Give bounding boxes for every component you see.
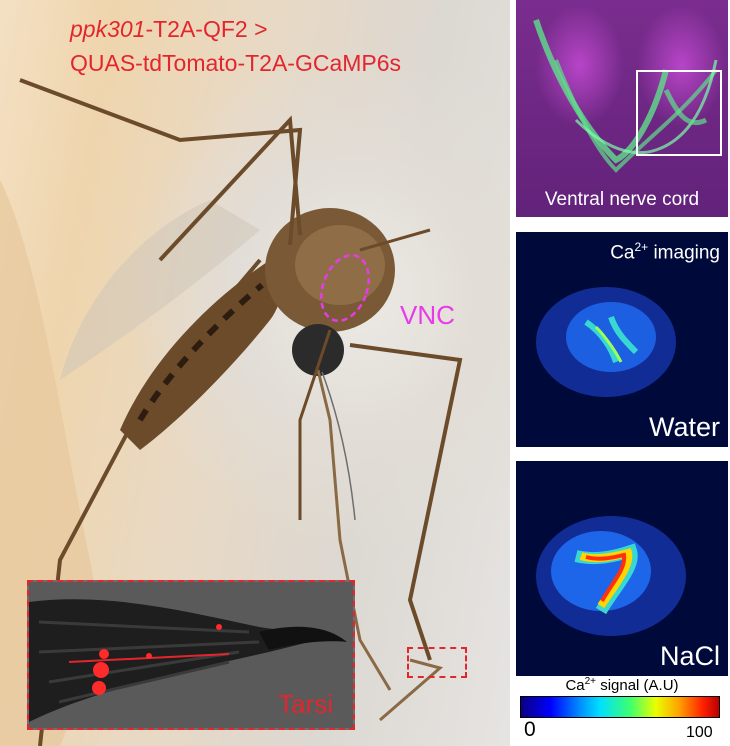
colorbar-title: Ca2+ signal (A.U)	[516, 676, 728, 694]
colorbar-title-prefix: Ca	[565, 677, 585, 694]
colorbar-max-label: 100	[686, 724, 713, 741]
ca-imaging-suffix: imaging	[648, 242, 720, 264]
water-heatmap	[536, 287, 676, 397]
water-label: Water	[648, 412, 720, 442]
ca-imaging-label: Ca2+ imaging	[610, 240, 720, 264]
genotype-construct: -T2A-QF2 >	[145, 16, 268, 42]
tarsi-inset: Tarsi	[27, 580, 355, 730]
tarsi-region-marker	[407, 647, 467, 678]
vnc-neuron-illustration	[533, 19, 718, 173]
mosquito-photo: ppk301-T2A-QF2 > QUAS-tdTomato-T2A-GCaMP…	[0, 0, 510, 746]
nacl-calcium-panel: NaCl	[516, 461, 728, 676]
colorbar-title-suffix: signal (A.U)	[596, 677, 679, 694]
genotype-gene: ppk301	[70, 16, 146, 42]
vnc-label: VNC	[400, 300, 455, 330]
tarsi-illustration	[29, 582, 353, 728]
vnc-image-panel: Ventral nerve cord	[516, 0, 728, 217]
nacl-label: NaCl	[659, 641, 720, 671]
genotype-label: ppk301-T2A-QF2 > QUAS-tdTomato-T2A-GCaMP…	[70, 12, 401, 80]
vnc-marker	[320, 253, 370, 323]
colorbar-min-label: 0	[524, 718, 536, 741]
ca-imaging-superscript: 2+	[634, 240, 649, 254]
color-bar	[520, 696, 720, 718]
colorbar-title-superscript: 2+	[584, 676, 597, 687]
nacl-heatmap	[536, 516, 686, 636]
genotype-line-2: QUAS-tdTomato-T2A-GCaMP6s	[70, 50, 402, 76]
tarsi-label: Tarsi	[278, 689, 333, 719]
vnc-panel-caption: Ventral nerve cord	[544, 189, 700, 210]
vnc-zoom-box	[636, 70, 722, 156]
ca-imaging-prefix: Ca	[610, 242, 635, 264]
water-calcium-panel: Ca2+ imaging Water	[516, 232, 728, 447]
genotype-line-1: ppk301-T2A-QF2 >	[70, 12, 401, 46]
